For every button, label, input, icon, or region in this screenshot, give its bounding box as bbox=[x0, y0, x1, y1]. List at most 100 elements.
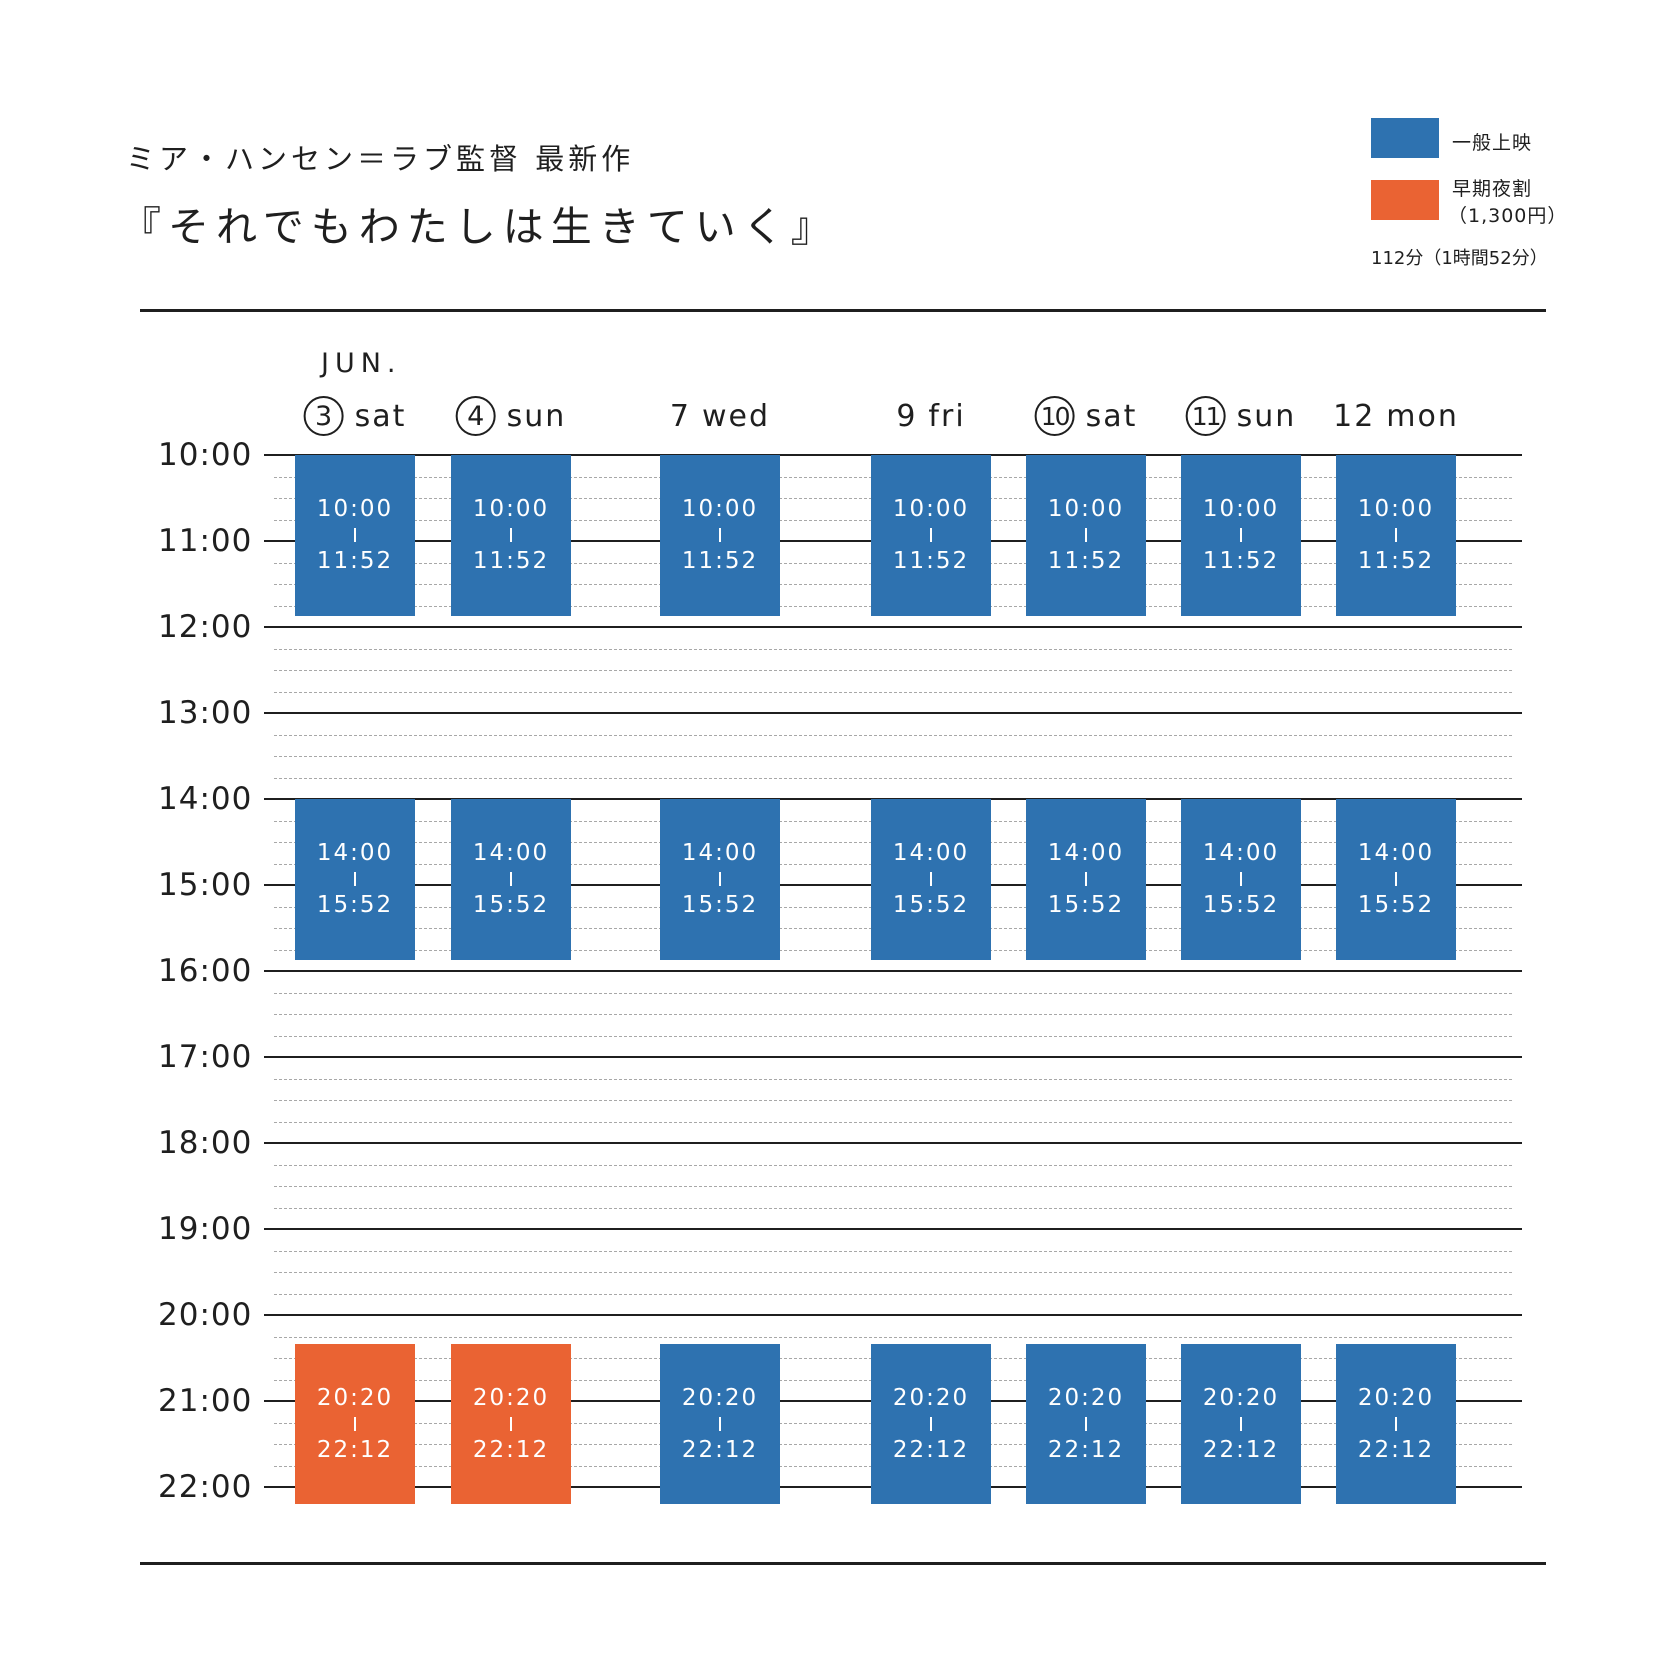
quarter-line bbox=[274, 1164, 1512, 1166]
show-end-time: 11:52 bbox=[681, 548, 759, 575]
show-end-time: 22:12 bbox=[316, 1436, 394, 1463]
showtime-block-general[interactable]: 10:00 11:52 bbox=[1026, 455, 1146, 616]
show-start-time: 20:20 bbox=[892, 1384, 970, 1411]
day-header: 4 sun bbox=[455, 394, 567, 438]
show-end-time: 22:12 bbox=[681, 1436, 759, 1463]
show-end-time: 15:52 bbox=[1202, 892, 1280, 919]
day-header: 3 sat bbox=[303, 394, 407, 438]
showtime-block-general[interactable]: 20:20 22:12 bbox=[1026, 1343, 1146, 1505]
showtime-block-general[interactable]: 10:00 11:52 bbox=[295, 455, 415, 616]
show-start-time: 10:00 bbox=[316, 496, 394, 523]
time-separator bbox=[1395, 872, 1397, 887]
day-of-week: sat bbox=[354, 398, 407, 434]
quarter-line bbox=[274, 1100, 1512, 1101]
hour-label: 15:00 bbox=[158, 867, 253, 903]
show-end-time: 22:12 bbox=[1047, 1436, 1125, 1463]
show-start-time: 14:00 bbox=[316, 840, 394, 867]
time-separator bbox=[510, 1416, 512, 1431]
showtime-block-general[interactable]: 14:00 15:52 bbox=[660, 799, 780, 960]
showtime-block-general[interactable]: 14:00 15:52 bbox=[295, 799, 415, 960]
quarter-line bbox=[274, 756, 1512, 757]
show-end-time: 15:52 bbox=[681, 892, 759, 919]
show-start-time: 14:00 bbox=[1357, 840, 1435, 867]
hour-line bbox=[264, 626, 1522, 628]
show-start-time: 14:00 bbox=[892, 840, 970, 867]
showtime-block-general[interactable]: 14:00 15:52 bbox=[1181, 799, 1301, 960]
showtime-block-general[interactable]: 10:00 11:52 bbox=[660, 455, 780, 616]
day-number: 4 bbox=[455, 396, 496, 436]
time-separator bbox=[510, 528, 512, 543]
day-header: 12 mon bbox=[1333, 394, 1459, 438]
showtime-block-general[interactable]: 14:00 15:52 bbox=[1336, 799, 1456, 960]
quarter-line bbox=[274, 1121, 1512, 1123]
quarter-line bbox=[274, 992, 1512, 994]
show-start-time: 10:00 bbox=[1047, 496, 1125, 523]
day-of-week: wed bbox=[702, 398, 771, 434]
show-start-time: 20:20 bbox=[681, 1384, 759, 1411]
show-end-time: 11:52 bbox=[472, 548, 550, 575]
day-header: 7 wed bbox=[670, 394, 770, 438]
day-of-week: sun bbox=[506, 398, 567, 434]
hour-label: 13:00 bbox=[158, 695, 253, 731]
showtime-block-general[interactable]: 10:00 11:52 bbox=[1181, 455, 1301, 616]
show-start-time: 14:00 bbox=[1202, 840, 1280, 867]
film-subtitle: ミア・ハンセン＝ラブ監督 最新作 bbox=[126, 142, 635, 176]
legend-swatch-early bbox=[1371, 180, 1439, 220]
showtime-block-early[interactable]: 20:20 22:12 bbox=[451, 1343, 571, 1505]
show-start-time: 20:20 bbox=[472, 1384, 550, 1411]
hour-label: 14:00 bbox=[158, 781, 253, 817]
day-number: 10 bbox=[1034, 396, 1075, 436]
show-start-time: 14:00 bbox=[681, 840, 759, 867]
showtime-block-early[interactable]: 20:20 22:12 bbox=[295, 1343, 415, 1505]
show-end-time: 11:52 bbox=[1202, 548, 1280, 575]
time-separator bbox=[1085, 1416, 1087, 1431]
show-start-time: 10:00 bbox=[1357, 496, 1435, 523]
legend-swatch-general bbox=[1371, 118, 1439, 158]
show-start-time: 14:00 bbox=[472, 840, 550, 867]
quarter-line bbox=[274, 1272, 1512, 1273]
hour-line bbox=[264, 1314, 1522, 1316]
showtime-block-general[interactable]: 10:00 11:52 bbox=[451, 455, 571, 616]
day-of-week: sat bbox=[1085, 398, 1138, 434]
hour-label: 18:00 bbox=[158, 1125, 253, 1161]
showtime-block-general[interactable]: 10:00 11:52 bbox=[1336, 455, 1456, 616]
hour-line bbox=[264, 1142, 1522, 1144]
hour-label: 12:00 bbox=[158, 609, 253, 645]
quarter-line bbox=[274, 670, 1512, 671]
show-start-time: 10:00 bbox=[1202, 496, 1280, 523]
show-start-time: 20:20 bbox=[1357, 1384, 1435, 1411]
showtime-block-general[interactable]: 14:00 15:52 bbox=[871, 799, 991, 960]
top-rule bbox=[140, 309, 1546, 312]
time-separator bbox=[1240, 872, 1242, 887]
showtime-block-general[interactable]: 20:20 22:12 bbox=[871, 1343, 991, 1505]
showtime-block-general[interactable]: 20:20 22:12 bbox=[1181, 1343, 1301, 1505]
show-end-time: 11:52 bbox=[1357, 548, 1435, 575]
day-header: 11 sun bbox=[1185, 394, 1297, 438]
time-separator bbox=[354, 528, 356, 543]
show-end-time: 15:52 bbox=[1357, 892, 1435, 919]
hour-line bbox=[264, 1056, 1522, 1058]
showtime-block-general[interactable]: 10:00 11:52 bbox=[871, 455, 991, 616]
hour-line bbox=[264, 1228, 1522, 1230]
day-number: 3 bbox=[303, 396, 344, 436]
show-end-time: 22:12 bbox=[892, 1436, 970, 1463]
showtime-block-general[interactable]: 20:20 22:12 bbox=[660, 1343, 780, 1505]
show-end-time: 11:52 bbox=[316, 548, 394, 575]
quarter-line bbox=[274, 1035, 1512, 1037]
showtime-block-general[interactable]: 20:20 22:12 bbox=[1336, 1343, 1456, 1505]
bottom-rule bbox=[140, 1562, 1546, 1565]
quarter-line bbox=[274, 734, 1512, 736]
quarter-line bbox=[274, 1186, 1512, 1187]
show-end-time: 15:52 bbox=[1047, 892, 1125, 919]
show-end-time: 22:12 bbox=[1357, 1436, 1435, 1463]
month-label: JUN. bbox=[321, 348, 402, 379]
show-end-time: 15:52 bbox=[892, 892, 970, 919]
hour-label: 10:00 bbox=[158, 437, 253, 473]
quarter-line bbox=[274, 1250, 1512, 1252]
hour-line bbox=[264, 970, 1522, 972]
hour-label: 11:00 bbox=[158, 523, 253, 559]
showtime-block-general[interactable]: 14:00 15:52 bbox=[451, 799, 571, 960]
show-start-time: 20:20 bbox=[1047, 1384, 1125, 1411]
showtime-block-general[interactable]: 14:00 15:52 bbox=[1026, 799, 1146, 960]
hour-label: 21:00 bbox=[158, 1383, 253, 1419]
